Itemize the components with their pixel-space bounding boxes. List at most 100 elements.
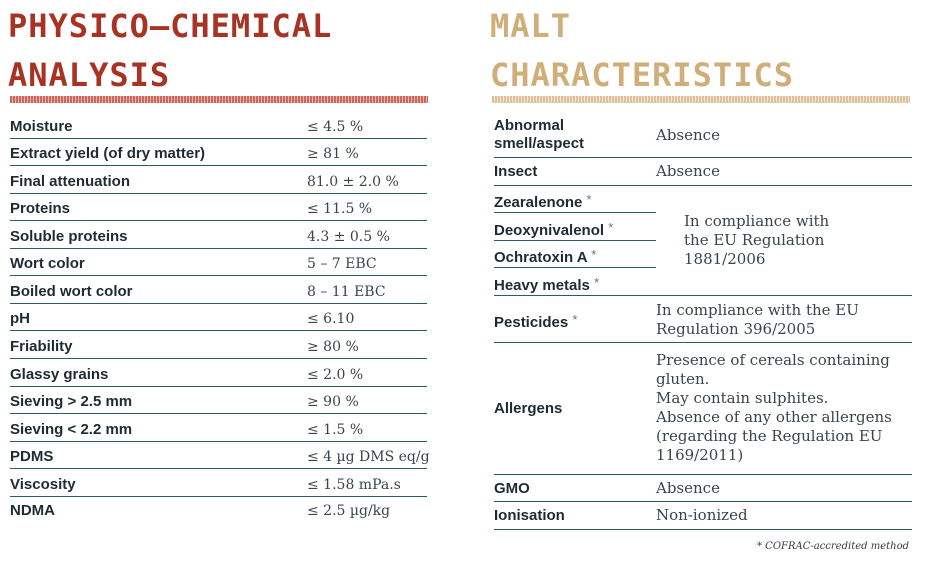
table-row: Proteins ≤ 11.5 % xyxy=(10,194,427,221)
table-row: Boiled wort color 8 – 11 EBC xyxy=(10,277,427,304)
parameter-name: Wort color xyxy=(10,255,85,272)
allergens-line-6: 1169/2011) xyxy=(656,446,744,464)
parameter-name: Glassy grains xyxy=(10,366,109,383)
ionisation-value: Non-ionized xyxy=(656,506,748,524)
pesticides-label: Pesticides * xyxy=(494,311,577,332)
parameter-value: 4.3 ± 0.5 % xyxy=(307,229,390,245)
row-divider xyxy=(494,157,912,158)
parameter-value: 8 – 11 EBC xyxy=(307,284,386,300)
parameter-name: Moisture xyxy=(10,118,73,135)
malt-characteristics-heading: MALT CHARACTERISTICS xyxy=(490,2,794,100)
parameter-name: Boiled wort color xyxy=(10,283,133,300)
accreditation-mark: * xyxy=(586,192,592,207)
parameter-name: Extract yield (of dry matter) xyxy=(10,145,206,162)
allergens-line-5: (regarding the Regulation EU xyxy=(656,427,883,445)
table-row: Extract yield (of dry matter) ≥ 81 % xyxy=(10,139,427,166)
parameter-name: Soluble proteins xyxy=(10,228,128,245)
physico-chemical-heading: PHYSICO–CHEMICAL ANALYSIS xyxy=(8,2,332,100)
parameter-value: ≤ 2.5 µg/kg xyxy=(307,503,391,519)
parameter-name: Sieving > 2.5 mm xyxy=(10,393,133,410)
allergens-line-2: gluten. xyxy=(656,370,710,388)
parameter-value: ≤ 1.5 % xyxy=(307,422,364,438)
row-divider xyxy=(494,501,912,502)
zearalenone-label: Zearalenone * xyxy=(494,191,592,212)
heading-line-2: CHARACTERISTICS xyxy=(490,56,794,94)
ochratoxin-name: Ochratoxin A xyxy=(494,249,588,266)
parameter-name: Final attenuation xyxy=(10,173,130,190)
parameter-value: ≥ 90 % xyxy=(307,394,359,410)
compliance-line-3: 1881/2006 xyxy=(684,250,766,268)
table-row: Viscosity ≤ 1.58 mPa.s xyxy=(10,470,427,497)
allergens-line-4: Absence of any other allergens xyxy=(656,408,892,426)
malt-characteristics-divider xyxy=(492,96,910,103)
gmo-value: Absence xyxy=(656,479,720,497)
deoxynivalenol-name: Deoxynivalenol xyxy=(494,222,605,239)
parameter-value: 81.0 ± 2.0 % xyxy=(307,174,399,190)
heading-line-2: ANALYSIS xyxy=(8,56,171,94)
zearalenone-name: Zearalenone xyxy=(494,194,583,211)
table-row: Soluble proteins 4.3 ± 0.5 % xyxy=(10,222,427,249)
parameter-value: ≤ 6.10 xyxy=(307,311,355,327)
heading-line-1: MALT xyxy=(490,7,572,45)
table-row: Wort color 5 – 7 EBC xyxy=(10,249,427,276)
physico-chemical-divider xyxy=(10,96,428,103)
allergens-line-1: Presence of cereals containing xyxy=(656,351,890,369)
parameter-name: Sieving < 2.2 mm xyxy=(10,421,133,438)
parameter-name: PDMS xyxy=(10,448,54,465)
parameter-name: Viscosity xyxy=(10,476,76,493)
table-row: Final attenuation 81.0 ± 2.0 % xyxy=(10,167,427,194)
row-divider xyxy=(494,185,912,186)
abnormal-smell-label: Abnormal smell/aspect xyxy=(494,117,584,153)
parameter-value: ≥ 81 % xyxy=(307,146,359,162)
row-divider xyxy=(494,295,912,296)
accreditation-mark: * xyxy=(572,312,578,327)
ionisation-label: Ionisation xyxy=(494,507,565,524)
allergens-label: Allergens xyxy=(494,400,563,417)
table-row: NDMA ≤ 2.5 µg/kg xyxy=(10,495,427,522)
accreditation-mark: * xyxy=(608,220,614,235)
parameter-value: ≤ 2.0 % xyxy=(307,367,364,383)
ochratoxin-label: Ochratoxin A * xyxy=(494,246,596,267)
parameter-name: Friability xyxy=(10,338,73,355)
compliance-regulation-1881: In compliance with the EU Regulation 188… xyxy=(684,212,829,269)
table-row: Moisture ≤ 4.5 % xyxy=(10,112,427,139)
accreditation-mark: * xyxy=(591,247,597,262)
parameter-value: ≤ 4.5 % xyxy=(307,119,364,135)
pesticides-name: Pesticides xyxy=(494,314,569,331)
table-row: PDMS ≤ 4 µg DMS eq/g xyxy=(10,442,430,469)
row-divider xyxy=(494,240,656,241)
parameter-value: ≤ 11.5 % xyxy=(307,201,373,217)
heading-line-1: PHYSICO–CHEMICAL xyxy=(8,7,333,45)
allergens-line-3: May contain sulphites. xyxy=(656,389,829,407)
cofrac-footnote: * COFRAC-accredited method xyxy=(756,541,909,552)
parameter-name: Proteins xyxy=(10,200,71,217)
parameter-name: NDMA xyxy=(10,502,55,519)
insect-value: Absence xyxy=(656,162,720,180)
deoxynivalenol-label: Deoxynivalenol * xyxy=(494,219,613,240)
accreditation-mark: * xyxy=(594,275,600,290)
parameter-name: pH xyxy=(10,310,30,327)
pesticides-value-line-2: Regulation 396/2005 xyxy=(656,320,816,338)
table-row: Glassy grains ≤ 2.0 % xyxy=(10,360,427,387)
heavy-metals-label: Heavy metals * xyxy=(494,274,599,295)
table-row: Friability ≥ 80 % xyxy=(10,332,427,359)
row-divider xyxy=(494,212,656,213)
gmo-label: GMO xyxy=(494,480,530,497)
compliance-line-1: In compliance with xyxy=(684,212,830,230)
abnormal-smell-value: Absence xyxy=(656,126,720,144)
parameter-value: ≥ 80 % xyxy=(307,339,359,355)
abnormal-label-line-1: Abnormal xyxy=(494,117,565,134)
table-row: pH ≤ 6.10 xyxy=(10,304,427,331)
parameter-value: ≤ 4 µg DMS eq/g xyxy=(307,449,430,465)
compliance-line-2: the EU Regulation xyxy=(684,231,825,249)
row-divider xyxy=(494,474,912,475)
insect-label: Insect xyxy=(494,163,538,180)
allergens-value: Presence of cereals containing gluten. M… xyxy=(656,351,892,465)
pesticides-value-line-1: In compliance with the EU xyxy=(656,301,859,319)
table-row: Sieving > 2.5 mm ≥ 90 % xyxy=(10,387,427,414)
row-divider xyxy=(494,342,912,343)
abnormal-label-line-2: smell/aspect xyxy=(494,135,585,152)
parameter-value: ≤ 1.58 mPa.s xyxy=(307,477,401,493)
row-divider xyxy=(494,529,912,530)
row-divider xyxy=(494,267,656,268)
